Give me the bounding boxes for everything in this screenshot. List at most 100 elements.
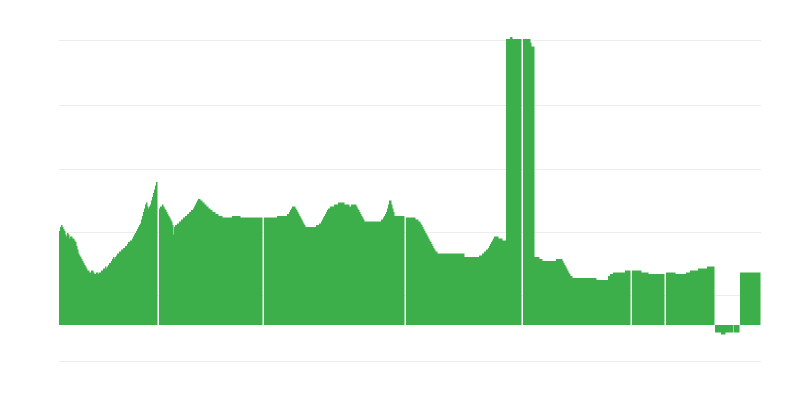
bar [196,202,198,325]
bar [440,253,442,325]
bar [416,219,418,325]
bar [456,253,458,325]
bar [116,255,118,325]
bar [146,202,148,325]
bar [719,325,721,333]
bar [530,42,532,326]
bar [138,227,140,325]
bar [599,279,601,325]
bar [407,217,409,325]
bar [513,38,515,325]
bar [187,213,189,325]
bar [600,279,602,325]
bar [501,238,503,325]
bar [106,268,108,325]
bar [255,217,257,325]
bar [446,253,448,325]
bar [466,257,468,325]
bar [133,236,135,325]
bar [178,223,180,325]
bar [388,204,390,325]
bar [505,240,507,325]
bar [531,46,533,326]
bar [706,268,708,325]
bar [437,253,439,325]
bar [234,215,236,325]
bar [70,236,72,325]
bar [700,268,702,325]
bar [89,272,91,325]
bar [246,217,248,325]
bar [345,204,347,325]
bar [676,274,678,325]
bar [218,215,220,325]
bar [453,253,455,325]
bar [487,249,489,325]
bar [137,228,139,325]
bar [111,260,113,325]
bar [464,257,466,325]
bar [271,217,273,325]
bar [358,210,360,325]
bar [457,253,459,325]
bar [441,253,443,325]
bar [323,217,325,325]
bar [101,270,103,325]
bar [368,221,370,325]
bar [658,274,660,325]
bar [171,221,173,325]
bar [423,228,425,325]
bar [506,38,508,325]
bar [225,217,227,325]
bar [67,232,69,325]
bar [547,260,549,325]
bar [118,253,120,325]
bar [211,210,213,325]
bar [115,257,117,325]
bar [394,215,396,325]
bar [181,219,183,325]
bar [602,279,604,325]
bar [279,215,281,325]
bar [727,325,729,333]
bar [372,221,374,325]
bar [381,219,383,325]
bar [462,253,464,325]
bar [186,215,188,325]
bar [76,245,78,325]
bar [259,217,261,325]
bar [113,257,115,325]
bar [428,238,430,325]
bar [287,213,289,325]
bar [231,217,233,325]
bar [85,266,87,325]
bar [390,200,392,325]
bar [273,217,275,325]
bar [688,272,690,325]
bar [109,262,111,325]
bar [511,36,513,325]
bar [614,272,616,325]
bar [679,274,681,325]
bar [461,253,463,325]
bar [627,270,629,325]
bar [412,217,414,325]
bar [475,257,477,325]
bar [621,272,623,325]
bar [447,253,449,325]
bar [748,272,750,325]
bar [465,257,467,325]
bar [341,202,343,325]
bar [276,217,278,325]
bar [145,204,147,325]
bar [312,227,314,325]
bar [208,208,210,325]
bar [295,208,297,325]
bar [198,198,200,325]
bar [197,200,199,325]
bar [374,221,376,325]
bar [327,210,329,325]
bar [597,279,599,325]
bar [243,217,245,325]
bar [750,272,752,325]
